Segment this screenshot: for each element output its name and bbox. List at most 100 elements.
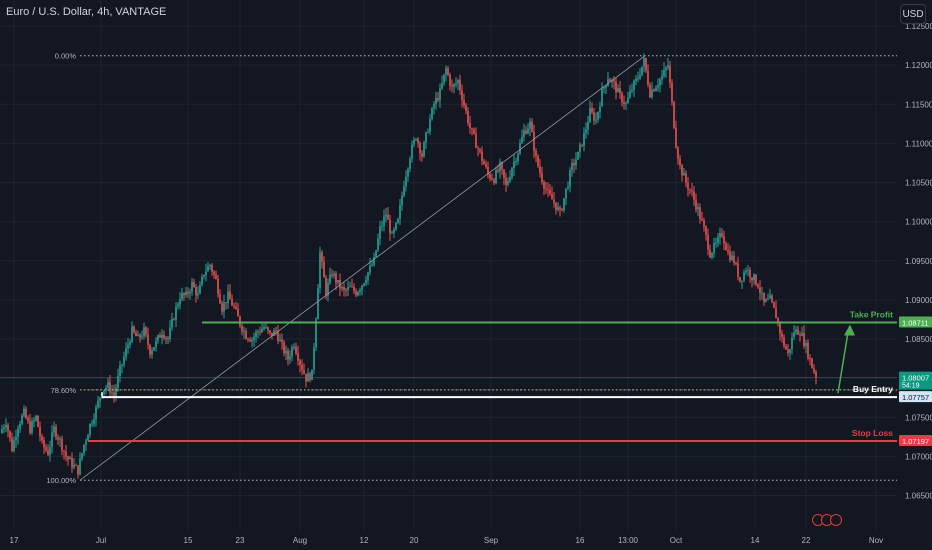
candle-body xyxy=(77,465,79,475)
candle-body xyxy=(133,326,135,333)
candle-body xyxy=(83,444,85,454)
candle-body xyxy=(109,382,111,393)
candles xyxy=(1,53,817,479)
candle-body xyxy=(253,336,255,340)
candle-body xyxy=(717,237,719,243)
candle-body xyxy=(385,214,387,217)
candle-body xyxy=(375,250,377,257)
candle-body xyxy=(273,330,275,336)
candle-body xyxy=(193,281,195,288)
candle-body xyxy=(455,83,457,85)
candle-body xyxy=(199,284,201,294)
take-profit-tag-label: 1.08711 xyxy=(902,318,929,327)
candle-body xyxy=(67,456,69,460)
candle-body xyxy=(457,80,459,84)
candle-body xyxy=(223,302,225,312)
y-tick-label: 1.12500 xyxy=(905,22,932,31)
candle-body xyxy=(289,356,291,360)
candle-body xyxy=(609,79,611,82)
candle-body xyxy=(815,371,817,378)
currency-button[interactable]: USD xyxy=(900,4,926,24)
candle-body xyxy=(333,273,335,276)
candle-body xyxy=(245,330,247,339)
candle-body xyxy=(493,179,495,184)
candle-body xyxy=(599,106,601,113)
candle-body xyxy=(567,186,569,189)
candle-body xyxy=(711,252,713,258)
candle-body xyxy=(169,327,171,340)
x-tick-label: 20 xyxy=(410,536,419,545)
candle-body xyxy=(795,329,797,333)
candle-body xyxy=(523,130,525,137)
candle-body xyxy=(327,283,329,296)
candle-body xyxy=(557,207,559,210)
candle-body xyxy=(15,437,17,441)
candle-body xyxy=(271,332,273,336)
candle-body xyxy=(177,304,179,307)
candle-body xyxy=(399,205,401,219)
candle-body xyxy=(341,286,343,289)
candle-body xyxy=(545,188,547,190)
candle-body xyxy=(719,233,721,238)
candle-body xyxy=(73,464,75,468)
candle-body xyxy=(805,342,807,347)
y-tick-label: 1.08500 xyxy=(905,335,932,344)
candle-body xyxy=(615,81,617,93)
candle-body xyxy=(479,148,481,152)
candle-body xyxy=(651,89,653,98)
candle-body xyxy=(765,299,767,302)
candle-body xyxy=(619,87,621,94)
candle-body xyxy=(475,133,477,148)
candle-body xyxy=(757,284,759,288)
candle-body xyxy=(103,390,105,394)
fib-level-label: 100.00% xyxy=(46,476,76,485)
candle-body xyxy=(529,121,531,129)
candle-body xyxy=(749,269,751,278)
candle-body xyxy=(783,337,785,347)
candle-body xyxy=(185,291,187,296)
candle-body xyxy=(129,341,131,345)
candle-body xyxy=(447,68,449,75)
candle-body xyxy=(585,129,587,134)
candle-body xyxy=(165,337,167,339)
candle-body xyxy=(637,78,639,80)
candle-body xyxy=(55,426,57,438)
candle-body xyxy=(163,334,165,339)
candle-body xyxy=(587,122,589,130)
candle-body xyxy=(61,438,63,451)
candle-body xyxy=(195,287,197,296)
candle-body xyxy=(159,335,161,338)
candle-body xyxy=(653,89,655,91)
x-tick-label: 12 xyxy=(360,536,369,545)
candle-body xyxy=(401,195,403,206)
candle-body xyxy=(75,464,77,466)
x-tick-label: Sep xyxy=(484,536,499,545)
candle-body xyxy=(515,161,517,163)
candle-body xyxy=(759,287,761,293)
candle-body xyxy=(533,131,535,152)
candle-body xyxy=(393,229,395,233)
candle-body xyxy=(501,162,503,170)
candle-body xyxy=(241,325,243,332)
candle-body xyxy=(687,182,689,190)
candle-body xyxy=(771,295,773,302)
candle-body xyxy=(725,243,727,251)
candle-body xyxy=(89,423,91,436)
candle-body xyxy=(99,397,101,401)
candle-body xyxy=(79,458,81,475)
candle-body xyxy=(357,291,359,296)
candle-body xyxy=(789,349,791,354)
candle-body xyxy=(155,340,157,348)
candle-body xyxy=(739,277,741,282)
candle-body xyxy=(517,153,519,162)
candle-body xyxy=(29,421,31,433)
candle-body xyxy=(803,333,805,347)
candle-body xyxy=(505,178,507,185)
candle-body xyxy=(485,164,487,167)
candle-body xyxy=(239,316,241,326)
candle-body xyxy=(47,450,49,455)
candle-body xyxy=(503,169,505,179)
candle-body xyxy=(629,91,631,98)
candle-body xyxy=(343,286,345,291)
